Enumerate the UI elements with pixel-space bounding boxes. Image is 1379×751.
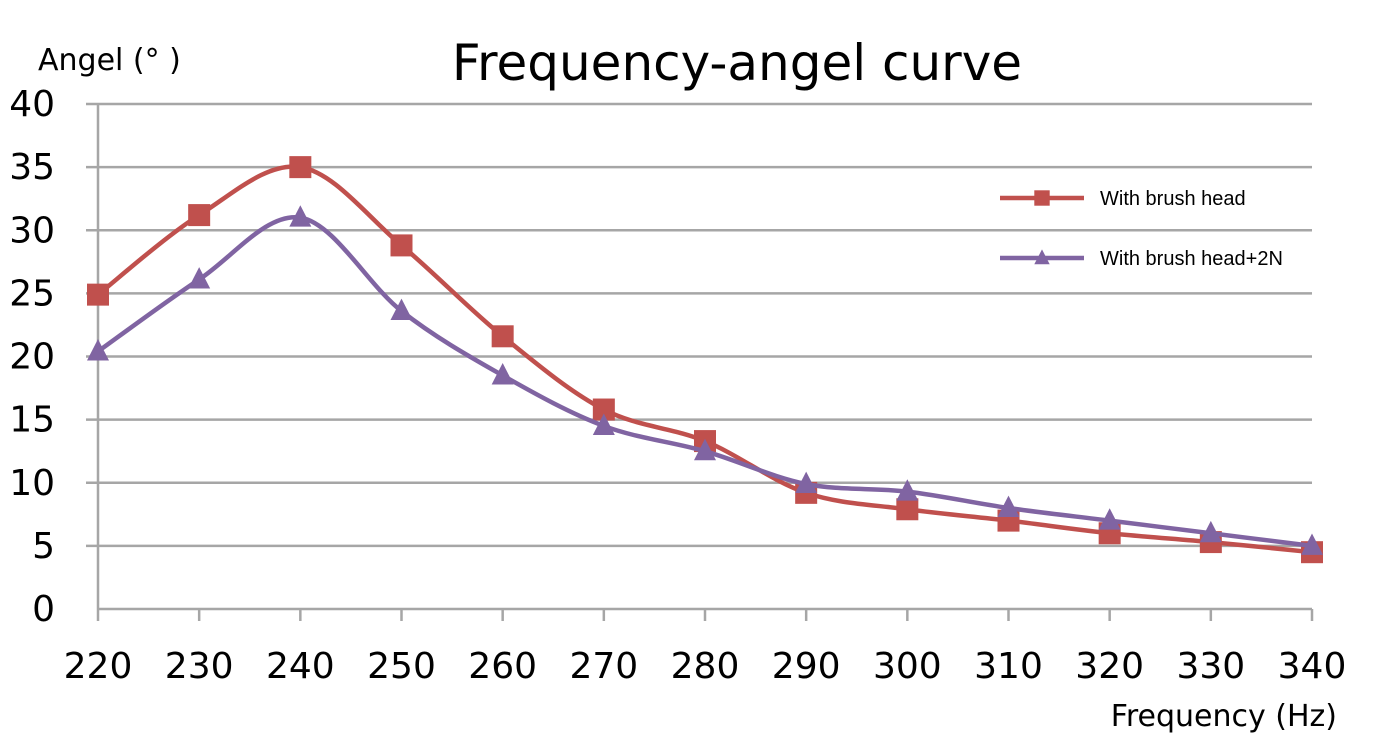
y-tick-label: 35 xyxy=(9,147,55,188)
x-tick-label: 280 xyxy=(671,646,740,687)
x-tick-label: 260 xyxy=(468,646,537,687)
data-point xyxy=(491,325,514,348)
legend-label: With brush head xyxy=(1100,188,1246,210)
legend: With brush head With brush head+2N xyxy=(1000,188,1283,270)
data-point xyxy=(390,298,413,321)
y-tick-label: 15 xyxy=(9,400,55,441)
data-point xyxy=(188,204,211,227)
data-point xyxy=(289,156,312,179)
x-tick-label: 220 xyxy=(64,646,133,687)
y-tick-label: 0 xyxy=(32,589,55,630)
x-tick-label: 290 xyxy=(772,646,841,687)
y-tick-label: 30 xyxy=(9,210,55,251)
legend-marker xyxy=(1034,190,1050,206)
legend-label: With brush head+2N xyxy=(1100,248,1283,270)
y-tick-label: 20 xyxy=(9,337,55,378)
data-point xyxy=(896,498,919,521)
series-group xyxy=(87,156,1323,564)
data-point xyxy=(188,267,211,289)
data-point xyxy=(87,339,109,361)
y-axis-label: Angel (° ) xyxy=(38,43,181,78)
series-2 xyxy=(87,205,1323,555)
tick-labels: 0 5 10 15 20 25 30 35 40 220 230 240 250 260 270 280 290… xyxy=(9,84,1346,687)
chart-title: Frequency-angel curve xyxy=(452,34,1022,92)
x-tick-label: 230 xyxy=(165,646,234,687)
y-tick-label: 5 xyxy=(32,526,55,567)
legend-item: With brush head+2N xyxy=(1000,248,1283,270)
data-point xyxy=(87,283,109,306)
data-point xyxy=(592,398,615,421)
data-point xyxy=(592,413,615,435)
legend-marker xyxy=(1034,249,1050,265)
x-tick-label: 250 xyxy=(367,646,436,687)
y-tick-label: 40 xyxy=(9,84,55,125)
data-point xyxy=(896,479,919,501)
x-tick-label: 320 xyxy=(1075,646,1144,687)
data-point xyxy=(694,438,716,461)
y-tick-label: 25 xyxy=(9,273,55,314)
x-tick-label: 330 xyxy=(1176,646,1245,687)
x-tick-label: 270 xyxy=(569,646,638,687)
axes xyxy=(96,104,1314,621)
data-point xyxy=(1199,520,1222,543)
data-point xyxy=(795,471,818,494)
y-tick-label: 10 xyxy=(9,463,55,504)
data-point xyxy=(997,495,1020,517)
x-axis-label: Frequency (Hz) xyxy=(1111,699,1337,734)
series-line xyxy=(96,164,1313,555)
data-point xyxy=(491,363,514,385)
x-tick-label: 310 xyxy=(974,646,1043,687)
series-1 xyxy=(87,156,1323,564)
data-point xyxy=(1098,508,1121,530)
x-tick-label: 240 xyxy=(266,646,335,687)
x-tick-label: 340 xyxy=(1278,646,1347,687)
data-point xyxy=(390,234,413,257)
data-point xyxy=(1301,533,1323,555)
x-tick-label: 300 xyxy=(873,646,942,687)
legend-item: With brush head xyxy=(1000,188,1246,210)
data-point xyxy=(289,205,312,227)
